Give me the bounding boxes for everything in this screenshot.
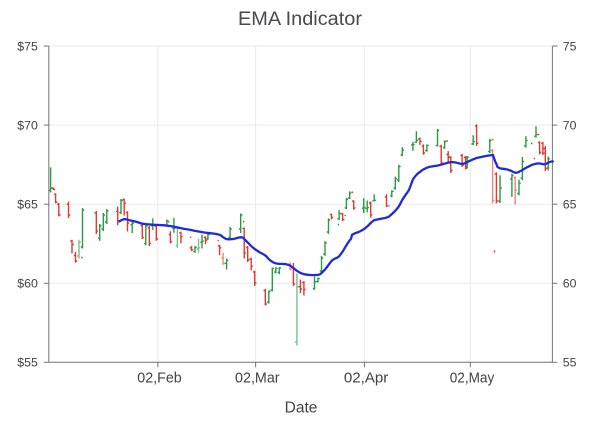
svg-text:60: 60	[563, 277, 577, 291]
svg-text:$55: $55	[17, 356, 38, 370]
svg-text:02,Apr: 02,Apr	[344, 369, 389, 386]
svg-text:75: 75	[563, 39, 577, 53]
svg-text:$70: $70	[17, 118, 38, 132]
svg-text:$60: $60	[17, 277, 38, 291]
svg-text:EMA Indicator: EMA Indicator	[238, 9, 363, 30]
svg-text:65: 65	[563, 198, 577, 212]
svg-text:02,May: 02,May	[450, 369, 495, 386]
svg-text:02,Feb: 02,Feb	[137, 369, 182, 386]
svg-text:$75: $75	[17, 39, 38, 53]
svg-text:70: 70	[563, 118, 577, 132]
svg-text:$65: $65	[17, 198, 38, 212]
svg-text:55: 55	[563, 356, 577, 370]
svg-text:Date: Date	[285, 400, 318, 417]
svg-text:02,Mar: 02,Mar	[235, 369, 280, 386]
